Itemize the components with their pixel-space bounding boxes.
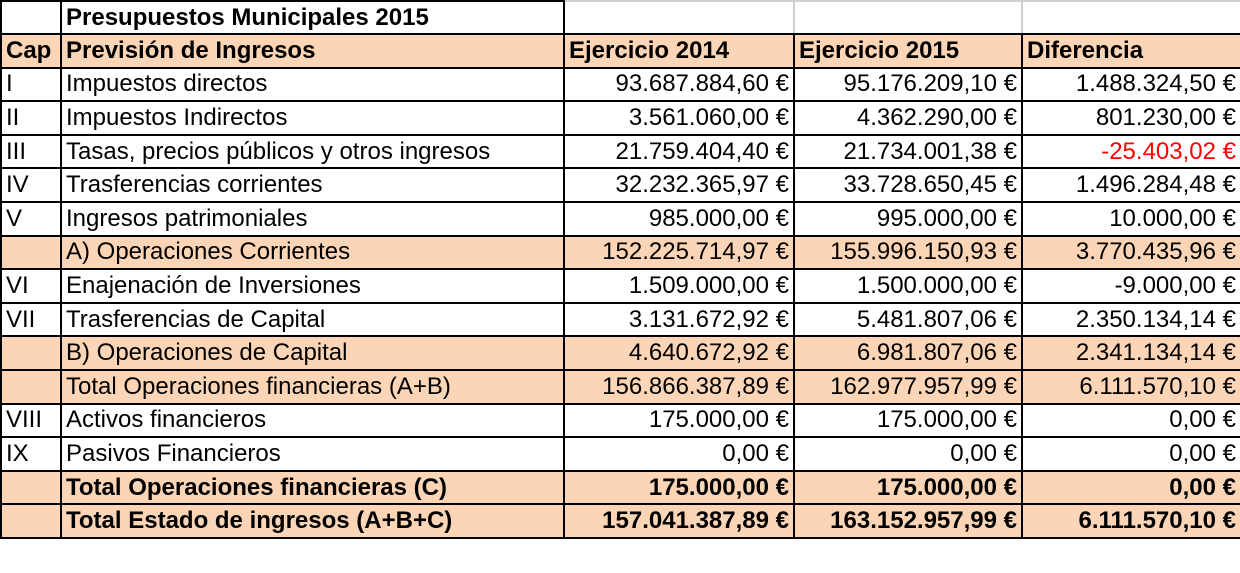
difference-cell[interactable]: 6.111.570,10 €: [1021, 368, 1240, 405]
difference-cell[interactable]: 2.350.134,14 €: [1021, 301, 1240, 338]
amount-2015-cell[interactable]: 175.000,00 €: [793, 402, 1023, 439]
table-row: III Tasas, precios públicos y otros ingr…: [0, 133, 1240, 170]
difference-cell[interactable]: 0,00 €: [1021, 469, 1240, 506]
cap-cell[interactable]: I: [0, 66, 62, 103]
total-row: Total Operaciones financieras (C) 175.00…: [0, 469, 1240, 506]
amount-2014-cell[interactable]: 175.000,00 €: [563, 402, 795, 439]
amount-2014-cell[interactable]: 4.640.672,92 €: [563, 335, 795, 371]
cell[interactable]: [1021, 0, 1240, 35]
table-row: IV Trasferencias corrientes 32.232.365,9…: [0, 167, 1240, 203]
amount-2014-cell[interactable]: 3.131.672,92 €: [563, 301, 795, 338]
cap-cell[interactable]: [0, 234, 62, 271]
description-cell[interactable]: B) Operaciones de Capital: [60, 335, 565, 371]
amount-2014-cell[interactable]: 0,00 €: [563, 436, 795, 472]
cap-cell[interactable]: [0, 368, 62, 405]
grand-total-row: Total Estado de ingresos (A+B+C) 157.041…: [0, 503, 1240, 539]
amount-2014-cell[interactable]: 985.000,00 €: [563, 200, 795, 237]
difference-cell[interactable]: 6.111.570,10 €: [1021, 503, 1240, 539]
cap-cell[interactable]: [0, 335, 62, 371]
amount-2015-cell[interactable]: 95.176.209,10 €: [793, 66, 1023, 103]
amount-2015-cell[interactable]: 163.152.957,99 €: [793, 503, 1023, 539]
table-row: V Ingresos patrimoniales 985.000,00 € 99…: [0, 200, 1240, 237]
table-row: IX Pasivos Financieros 0,00 € 0,00 € 0,0…: [0, 436, 1240, 472]
table-row: VI Enajenación de Inversiones 1.509.000,…: [0, 268, 1240, 304]
amount-2015-cell[interactable]: 5.481.807,06 €: [793, 301, 1023, 338]
table-row: II Impuestos Indirectos 3.561.060,00 € 4…: [0, 100, 1240, 136]
difference-cell-negative[interactable]: -25.403,02 €: [1021, 133, 1240, 170]
cap-cell[interactable]: III: [0, 133, 62, 170]
table-row: I Impuestos directos 93.687.884,60 € 95.…: [0, 66, 1240, 103]
description-cell[interactable]: Trasferencias de Capital: [60, 301, 565, 338]
amount-2014-cell[interactable]: 21.759.404,40 €: [563, 133, 795, 170]
header-difference[interactable]: Diferencia: [1021, 33, 1240, 69]
description-cell[interactable]: Ingresos patrimoniales: [60, 200, 565, 237]
difference-cell[interactable]: 3.770.435,96 €: [1021, 234, 1240, 271]
amount-2014-cell[interactable]: 157.041.387,89 €: [563, 503, 795, 539]
difference-cell[interactable]: 0,00 €: [1021, 436, 1240, 472]
description-cell[interactable]: Impuestos Indirectos: [60, 100, 565, 136]
amount-2015-cell[interactable]: 995.000,00 €: [793, 200, 1023, 237]
cap-cell[interactable]: VII: [0, 301, 62, 338]
cap-cell[interactable]: VIII: [0, 402, 62, 439]
cap-cell[interactable]: V: [0, 200, 62, 237]
description-cell[interactable]: Trasferencias corrientes: [60, 167, 565, 203]
difference-cell[interactable]: 2.341.134,14 €: [1021, 335, 1240, 371]
cap-cell[interactable]: IX: [0, 436, 62, 472]
amount-2015-cell[interactable]: 162.977.957,99 €: [793, 368, 1023, 405]
description-cell[interactable]: Total Estado de ingresos (A+B+C): [60, 503, 565, 539]
subtotal-row: A) Operaciones Corrientes 152.225.714,97…: [0, 234, 1240, 271]
cap-cell[interactable]: [0, 503, 62, 539]
amount-2014-cell[interactable]: 32.232.365,97 €: [563, 167, 795, 203]
cap-cell[interactable]: II: [0, 100, 62, 136]
amount-2014-cell[interactable]: 93.687.884,60 €: [563, 66, 795, 103]
amount-2014-cell[interactable]: 3.561.060,00 €: [563, 100, 795, 136]
difference-cell[interactable]: 10.000,00 €: [1021, 200, 1240, 237]
cap-cell[interactable]: [0, 469, 62, 506]
subtotal-row: Total Operaciones financieras (A+B) 156.…: [0, 368, 1240, 405]
header-year-2014[interactable]: Ejercicio 2014: [563, 33, 795, 69]
amount-2014-cell[interactable]: 175.000,00 €: [563, 469, 795, 506]
cell[interactable]: [793, 0, 1023, 35]
amount-2015-cell[interactable]: 175.000,00 €: [793, 469, 1023, 506]
amount-2015-cell[interactable]: 0,00 €: [793, 436, 1023, 472]
description-cell[interactable]: Enajenación de Inversiones: [60, 268, 565, 304]
difference-cell[interactable]: 0,00 €: [1021, 402, 1240, 439]
amount-2015-cell[interactable]: 6.981.807,06 €: [793, 335, 1023, 371]
title-row: Presupuestos Municipales 2015: [0, 0, 1240, 35]
description-cell[interactable]: Pasivos Financieros: [60, 436, 565, 472]
budget-spreadsheet: Presupuestos Municipales 2015 Cap Previs…: [0, 0, 1240, 539]
difference-cell[interactable]: -9.000,00 €: [1021, 268, 1240, 304]
header-description[interactable]: Previsión de Ingresos: [60, 33, 565, 69]
amount-2015-cell[interactable]: 4.362.290,00 €: [793, 100, 1023, 136]
table-row: VIII Activos financieros 175.000,00 € 17…: [0, 402, 1240, 439]
header-cap[interactable]: Cap: [0, 33, 62, 69]
amount-2015-cell[interactable]: 33.728.650,45 €: [793, 167, 1023, 203]
header-year-2015[interactable]: Ejercicio 2015: [793, 33, 1023, 69]
difference-cell[interactable]: 1.488.324,50 €: [1021, 66, 1240, 103]
description-cell[interactable]: Total Operaciones financieras (A+B): [60, 368, 565, 405]
cell[interactable]: [0, 0, 62, 35]
amount-2015-cell[interactable]: 155.996.150,93 €: [793, 234, 1023, 271]
amount-2015-cell[interactable]: 21.734.001,38 €: [793, 133, 1023, 170]
table-row: VII Trasferencias de Capital 3.131.672,9…: [0, 301, 1240, 338]
cell[interactable]: [563, 0, 795, 35]
description-cell[interactable]: Impuestos directos: [60, 66, 565, 103]
description-cell[interactable]: Activos financieros: [60, 402, 565, 439]
cap-cell[interactable]: IV: [0, 167, 62, 203]
description-cell[interactable]: A) Operaciones Corrientes: [60, 234, 565, 271]
amount-2014-cell[interactable]: 1.509.000,00 €: [563, 268, 795, 304]
amount-2014-cell[interactable]: 156.866.387,89 €: [563, 368, 795, 405]
sheet-title[interactable]: Presupuestos Municipales 2015: [60, 0, 565, 35]
cap-cell[interactable]: VI: [0, 268, 62, 304]
header-row: Cap Previsión de Ingresos Ejercicio 2014…: [0, 33, 1240, 69]
amount-2014-cell[interactable]: 152.225.714,97 €: [563, 234, 795, 271]
subtotal-row: B) Operaciones de Capital 4.640.672,92 €…: [0, 335, 1240, 371]
difference-cell[interactable]: 801.230,00 €: [1021, 100, 1240, 136]
description-cell[interactable]: Tasas, precios públicos y otros ingresos: [60, 133, 565, 170]
difference-cell[interactable]: 1.496.284,48 €: [1021, 167, 1240, 203]
amount-2015-cell[interactable]: 1.500.000,00 €: [793, 268, 1023, 304]
description-cell[interactable]: Total Operaciones financieras (C): [60, 469, 565, 506]
